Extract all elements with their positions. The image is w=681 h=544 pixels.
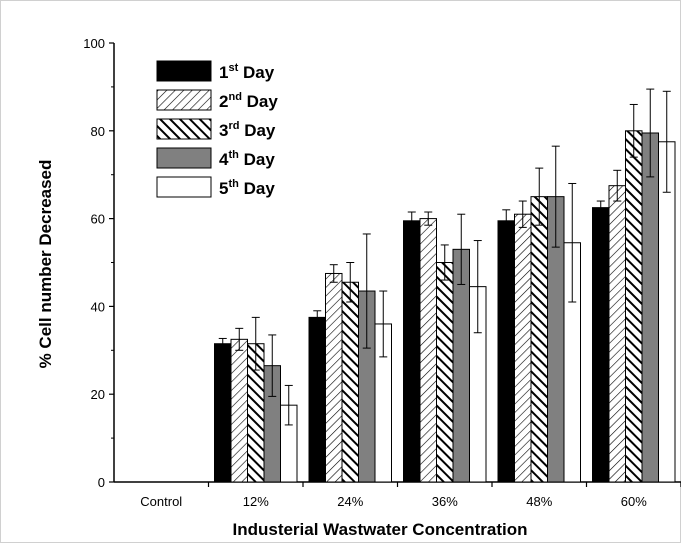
- x-tick-label: 24%: [337, 494, 363, 509]
- x-tick-label: 60%: [621, 494, 647, 509]
- legend-swatch: [156, 118, 212, 140]
- y-tick-label: 60: [91, 212, 105, 227]
- bar: [230, 338, 248, 483]
- x-axis-title: Industerial Wastwater Concentration: [232, 520, 527, 539]
- y-tick-label: 100: [83, 36, 105, 51]
- bar: [497, 220, 515, 483]
- bar: [325, 272, 343, 483]
- x-tick-label: 48%: [526, 494, 552, 509]
- legend-swatch: [156, 147, 212, 169]
- y-tick-label: 0: [98, 475, 105, 490]
- bar: [403, 220, 421, 483]
- bar: [308, 316, 326, 483]
- bar: [658, 141, 676, 483]
- bar: [530, 196, 548, 483]
- bar: [436, 262, 454, 483]
- legend-label: 3rd Day: [219, 120, 276, 140]
- legend-label: 1st Day: [219, 62, 275, 82]
- bar: [341, 281, 359, 483]
- legend-label: 5th Day: [219, 178, 275, 198]
- x-tick-label: 12%: [243, 494, 269, 509]
- bar: [641, 132, 659, 483]
- bar: [592, 207, 610, 483]
- legend-swatch: [156, 176, 212, 198]
- y-axis-title: % Cell number Decreased: [36, 160, 55, 369]
- x-tick-label: 36%: [432, 494, 458, 509]
- bar: [419, 218, 437, 483]
- bar: [514, 213, 532, 483]
- legend-swatch: [156, 89, 212, 111]
- bar: [608, 185, 626, 483]
- y-tick-label: 40: [91, 299, 105, 314]
- bar: [214, 343, 232, 483]
- x-tick-label: Control: [140, 494, 182, 509]
- legend-label: 4th Day: [219, 149, 275, 169]
- y-tick-label: 80: [91, 124, 105, 139]
- bar: [625, 130, 643, 483]
- y-tick-label: 20: [91, 387, 105, 402]
- legend-swatch: [156, 60, 212, 82]
- legend-label: 2nd Day: [219, 91, 278, 111]
